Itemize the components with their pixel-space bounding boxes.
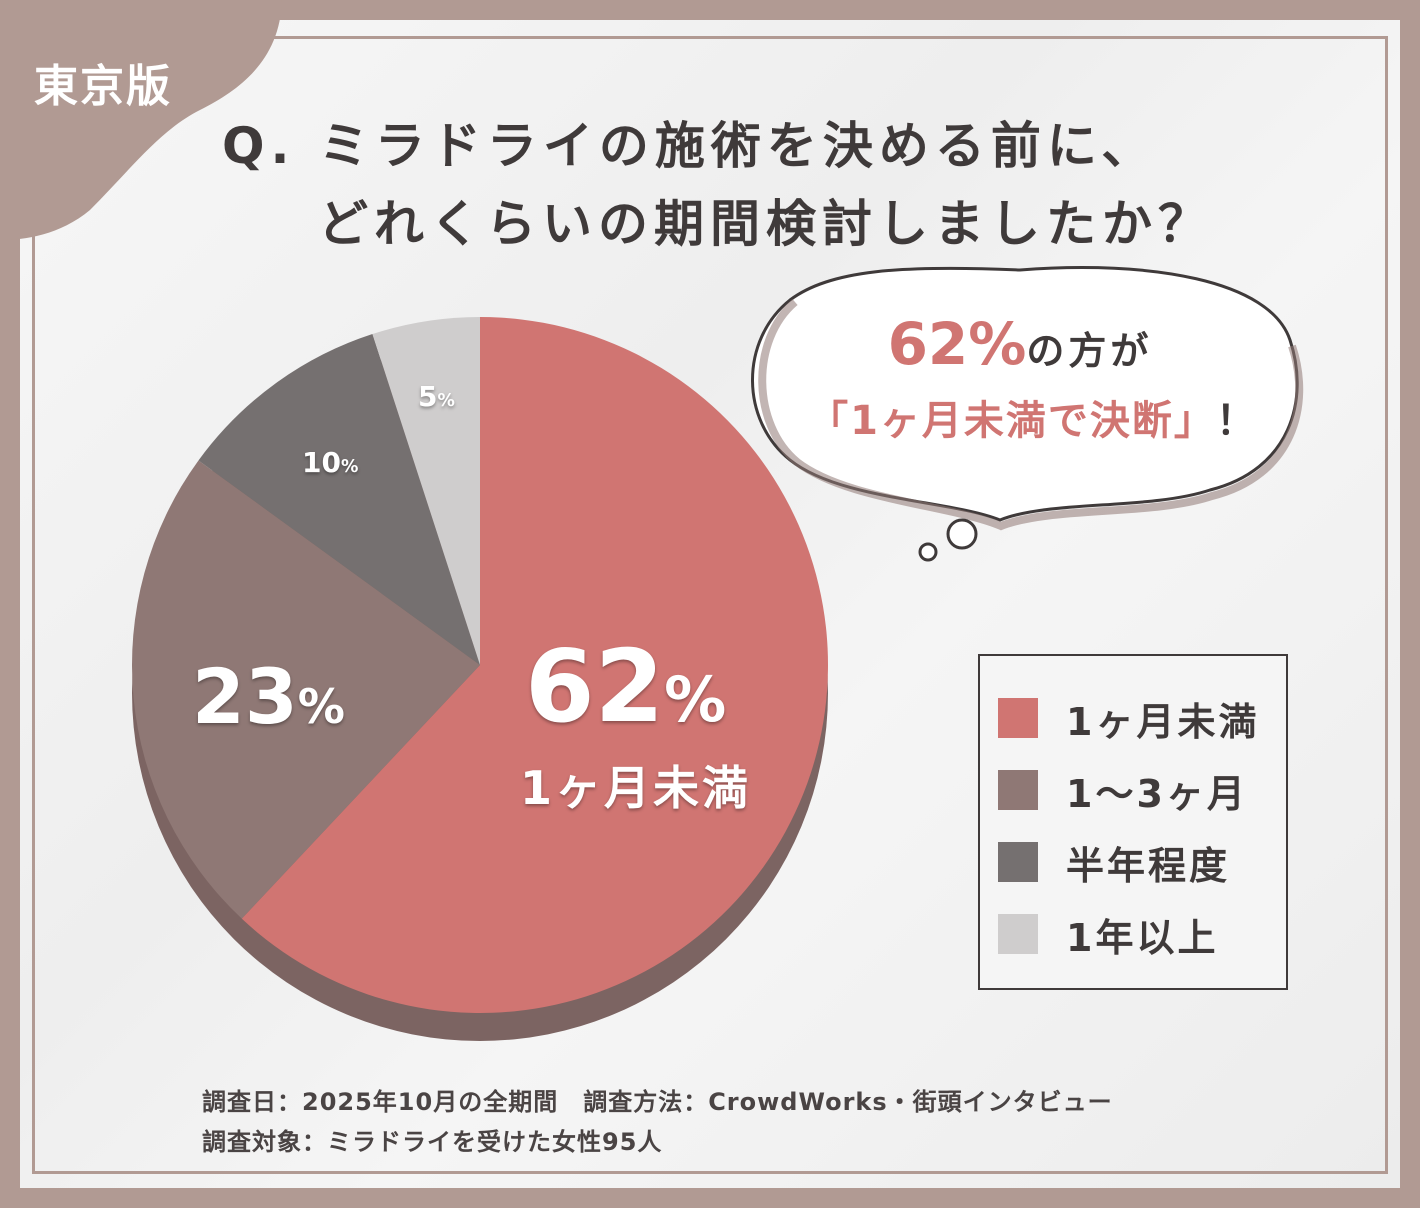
legend-swatch (998, 914, 1038, 954)
region-badge: 東京版 (34, 61, 172, 112)
callout-exclamation: ！ (1215, 398, 1258, 444)
corner-badge (0, 0, 282, 240)
callout-line1: 62%の方が (860, 310, 1180, 378)
legend-item: 半年程度 (998, 840, 1230, 888)
slice-label-5: 5% (418, 380, 455, 413)
legend-item: 1～3ヶ月 (998, 768, 1248, 816)
pie-slice-2 (198, 334, 480, 665)
legend-label: 1～3ヶ月 (1066, 771, 1248, 816)
bubble-dot-small (918, 542, 938, 562)
callout-percent: 62% (887, 310, 1027, 378)
slice-label-23: 23% (192, 652, 345, 741)
inner-frame (32, 36, 1388, 1174)
bubble-shadow (758, 298, 1304, 531)
pie-slice-1 (131, 460, 480, 919)
slice-label-62: 62% (525, 628, 727, 745)
legend-label: 1ヶ月未満 (1066, 699, 1260, 744)
legend-label: 半年程度 (1066, 843, 1231, 888)
bubble-dot-large (946, 518, 978, 550)
legend-swatch (998, 842, 1038, 882)
slice-label-10: 10% (302, 446, 359, 479)
legend-item: 1年以上 (998, 912, 1218, 960)
callout-line1-rest: の方が (1026, 329, 1153, 373)
legend: 1ヶ月未満 1～3ヶ月 半年程度 1年以上 (978, 654, 1288, 990)
speech-bubble (751, 266, 1304, 562)
survey-footnote-line2: 調査対象：ミラドライを受けた女性95人 (202, 1128, 663, 1156)
callout-line2: 「1ヶ月未満で決断」！ (798, 388, 1268, 446)
pie-slice-3 (372, 317, 480, 665)
slice-label-62-category: 1ヶ月未満 (520, 761, 752, 815)
legend-label: 1年以上 (1066, 915, 1219, 960)
question-title-line1: Q. ミラドライの施術を決める前に、 (222, 117, 1158, 175)
legend-swatch (998, 770, 1038, 810)
survey-footnote-line1: 調査日：2025年10月の全期間 調査方法：CrowdWorks・街頭インタビュ… (202, 1088, 1113, 1116)
legend-swatch (998, 698, 1038, 738)
legend-item: 1ヶ月未満 (998, 696, 1259, 744)
question-title-line2: どれくらいの期間検討しましたか？ (318, 195, 1214, 253)
callout-line2-text: 「1ヶ月未満で決断」 (808, 398, 1216, 444)
pie-slice-0 (241, 317, 828, 1013)
